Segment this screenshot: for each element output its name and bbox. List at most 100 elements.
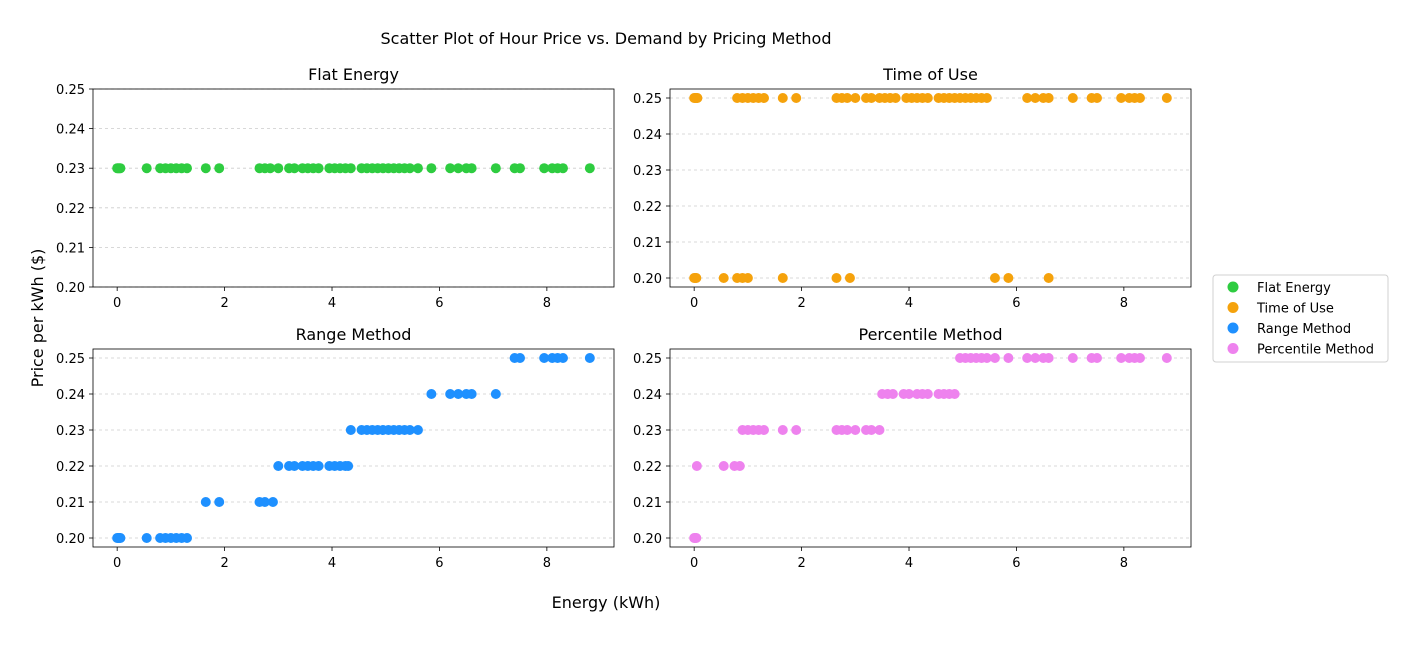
x-tick-label: 6 bbox=[1012, 556, 1020, 571]
subplot-title: Percentile Method bbox=[858, 325, 1002, 344]
y-tick-label: 0.22 bbox=[56, 202, 85, 217]
y-tick-label: 0.23 bbox=[633, 164, 662, 179]
data-point bbox=[412, 425, 423, 435]
data-point bbox=[181, 533, 192, 543]
y-tick-label: 0.23 bbox=[56, 424, 85, 439]
subplot-3: Range Method 0.20 0.21 0.22 0.23 0.24 0.25 0 2 4 6… bbox=[56, 325, 615, 571]
data-point bbox=[313, 163, 324, 174]
subplot-2: Time of Use 0.20 0.21 0.22 0.23 0.24 0.25 0 2 4 6 8 bbox=[633, 65, 1192, 311]
data-point bbox=[1043, 273, 1054, 283]
data-point bbox=[981, 93, 992, 103]
data-point bbox=[1003, 353, 1014, 363]
y-tick-label: 0.25 bbox=[633, 352, 662, 367]
x-tick-label: 0 bbox=[690, 556, 698, 571]
plot-frame bbox=[669, 88, 1192, 288]
data-point bbox=[791, 93, 802, 103]
data-point bbox=[115, 533, 126, 543]
y-axis-label: Price per kWh ($) bbox=[28, 249, 47, 388]
data-point bbox=[777, 93, 788, 103]
data-point bbox=[887, 389, 898, 399]
data-point bbox=[904, 389, 915, 399]
x-tick-label: 0 bbox=[690, 296, 698, 311]
data-point bbox=[289, 461, 300, 471]
data-point bbox=[265, 163, 276, 174]
legend-marker bbox=[1227, 302, 1239, 313]
y-tick-label: 0.24 bbox=[56, 388, 85, 403]
legend: Flat Energy Time of Use Range Method Percen… bbox=[1212, 274, 1389, 363]
data-point bbox=[267, 497, 278, 507]
data-point bbox=[200, 163, 211, 174]
y-tick-label: 0.25 bbox=[56, 83, 85, 98]
data-point bbox=[850, 425, 861, 435]
data-point bbox=[922, 93, 933, 103]
data-point bbox=[466, 163, 477, 174]
data-point bbox=[1161, 353, 1172, 363]
data-point bbox=[1116, 93, 1127, 103]
data-point bbox=[1067, 93, 1078, 103]
data-point bbox=[1003, 273, 1014, 283]
plot-frame bbox=[669, 348, 1192, 548]
legend-marker bbox=[1227, 322, 1239, 334]
data-point bbox=[890, 93, 901, 103]
data-point bbox=[453, 389, 464, 399]
data-point bbox=[1134, 93, 1145, 103]
data-point bbox=[214, 497, 225, 507]
data-point bbox=[1092, 353, 1103, 363]
data-point bbox=[289, 163, 300, 174]
data-point bbox=[345, 163, 356, 174]
x-axis-label: Energy (kWh) bbox=[552, 593, 661, 612]
data-point bbox=[734, 461, 745, 471]
data-point bbox=[115, 163, 126, 174]
data-point bbox=[539, 353, 550, 363]
data-point bbox=[691, 533, 702, 543]
data-point bbox=[831, 273, 842, 283]
x-tick-label: 6 bbox=[1012, 296, 1020, 311]
data-point bbox=[426, 163, 437, 174]
data-point bbox=[691, 461, 702, 471]
data-point bbox=[584, 353, 595, 363]
y-tick-label: 0.20 bbox=[633, 272, 662, 287]
subplot-4: Percentile Method 0.20 0.21 0.22 0.23 0.24 0.2… bbox=[633, 325, 1192, 571]
subplot-title: Flat Energy bbox=[308, 65, 399, 84]
y-tick-label: 0.22 bbox=[56, 460, 85, 475]
data-point bbox=[844, 273, 855, 283]
x-tick-label: 8 bbox=[543, 296, 551, 311]
x-tick-label: 4 bbox=[328, 556, 336, 571]
data-point bbox=[313, 461, 324, 471]
legend-label: Percentile Method bbox=[1257, 343, 1374, 358]
x-tick-label: 8 bbox=[1120, 296, 1128, 311]
data-point bbox=[866, 425, 877, 435]
legend-box bbox=[1212, 274, 1389, 363]
data-point bbox=[584, 163, 595, 174]
legend-label: Flat Energy bbox=[1257, 281, 1331, 296]
data-point bbox=[273, 163, 284, 174]
data-point bbox=[141, 163, 152, 174]
data-point bbox=[777, 273, 788, 283]
data-point bbox=[874, 425, 885, 435]
data-point bbox=[866, 93, 877, 103]
data-point bbox=[842, 425, 853, 435]
data-point bbox=[426, 389, 437, 399]
data-point bbox=[181, 163, 192, 174]
data-point bbox=[758, 425, 769, 435]
data-point bbox=[850, 93, 861, 103]
y-tick-label: 0.21 bbox=[633, 496, 662, 511]
data-point bbox=[1043, 93, 1054, 103]
data-point bbox=[989, 353, 1000, 363]
data-point bbox=[343, 461, 354, 471]
data-point bbox=[445, 389, 456, 399]
data-point bbox=[200, 497, 211, 507]
data-point bbox=[1134, 353, 1145, 363]
panels: Flat Energy 0.20 0.21 0.22 0.23 0.24 0.25 0 2 4 6 8… bbox=[56, 65, 1192, 571]
x-tick-label: 6 bbox=[435, 556, 443, 571]
y-tick-label: 0.20 bbox=[56, 532, 85, 547]
data-point bbox=[273, 461, 284, 471]
subplot-title: Range Method bbox=[296, 325, 412, 344]
y-tick-label: 0.21 bbox=[633, 236, 662, 251]
data-point bbox=[1030, 353, 1041, 363]
data-point bbox=[345, 425, 356, 435]
data-point bbox=[412, 163, 423, 174]
data-point bbox=[777, 425, 788, 435]
